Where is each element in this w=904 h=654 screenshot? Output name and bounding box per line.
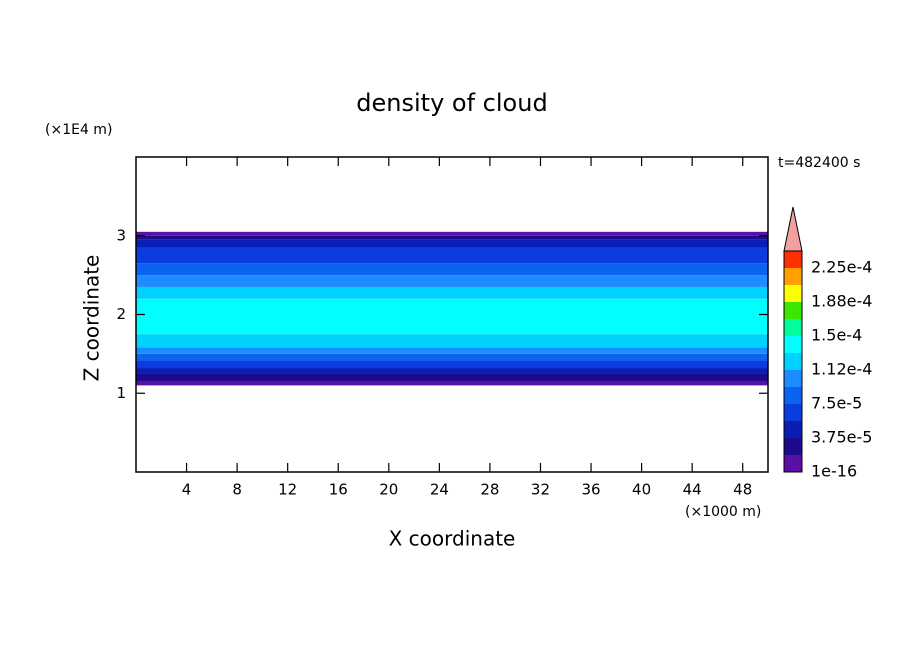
colorbar-segment (784, 319, 802, 336)
time-label: t=482400 s (778, 155, 860, 171)
x-tick-label: 40 (632, 481, 651, 499)
y-tick-label: 3 (116, 226, 126, 244)
contour-band (136, 360, 768, 369)
x-tick-label: 36 (581, 481, 600, 499)
colorbar-tick-label: 3.75e-5 (811, 428, 872, 447)
colorbar-segment (784, 387, 802, 404)
y-unit: (×1E4 m) (45, 122, 112, 138)
colorbar-tick-label: 1.88e-4 (811, 292, 872, 311)
colorbar-frame (783, 250, 803, 473)
y-tick-label: 2 (116, 305, 126, 323)
contour-band (136, 239, 768, 248)
colorbar-segment (784, 251, 802, 268)
x-tick-label: 4 (182, 481, 192, 499)
colorbar-segment (784, 285, 802, 302)
contour-band (136, 235, 768, 240)
x-tick-label: 24 (430, 481, 449, 499)
colorbar-tick-label: 2.25e-4 (811, 258, 872, 277)
x-tick-label: 16 (329, 481, 348, 499)
x-unit: (×1000 m) (685, 504, 761, 520)
colorbar-segment (784, 455, 802, 472)
colorbar-segment (784, 421, 802, 438)
contour-band (136, 347, 768, 354)
contour-band (136, 275, 768, 287)
colorbar-segment (784, 336, 802, 353)
x-tick-label: 12 (278, 481, 297, 499)
colorbar-segment (784, 404, 802, 421)
colorbar-segment (784, 302, 802, 319)
contour-band (136, 334, 768, 348)
y-tick-label: 1 (116, 384, 126, 402)
x-tick-label: 44 (683, 481, 702, 499)
contour-band (136, 231, 768, 236)
y-axis-label: Z coordinate (80, 255, 104, 382)
colorbar-tick-label: 1.5e-4 (811, 326, 862, 345)
contour-band (136, 298, 768, 335)
colorbar-tick-label: 7.5e-5 (811, 394, 862, 413)
colorbar-segment (784, 438, 802, 455)
colorbar-segment (784, 370, 802, 387)
x-tick-label: 48 (733, 481, 752, 499)
x-tick-label: 20 (379, 481, 398, 499)
contour-band (136, 368, 768, 374)
x-axis-label: X coordinate (389, 527, 516, 551)
colorbar-tick-label: 1.12e-4 (811, 360, 872, 379)
colorbar-tick-label: 1e-16 (811, 462, 857, 481)
contour-band (136, 381, 768, 386)
contour-band (136, 373, 768, 382)
contour-band (136, 247, 768, 264)
contour-band (136, 263, 768, 276)
colorbar-segment (784, 353, 802, 370)
x-tick-label: 32 (531, 481, 550, 499)
colorbar-extension (783, 206, 803, 252)
colorbar-segment (784, 268, 802, 285)
x-tick-label: 28 (480, 481, 499, 499)
contour-band (136, 286, 768, 299)
contour-band (136, 353, 768, 361)
chart-title: density of cloud (356, 89, 547, 117)
x-tick-label: 8 (232, 481, 242, 499)
